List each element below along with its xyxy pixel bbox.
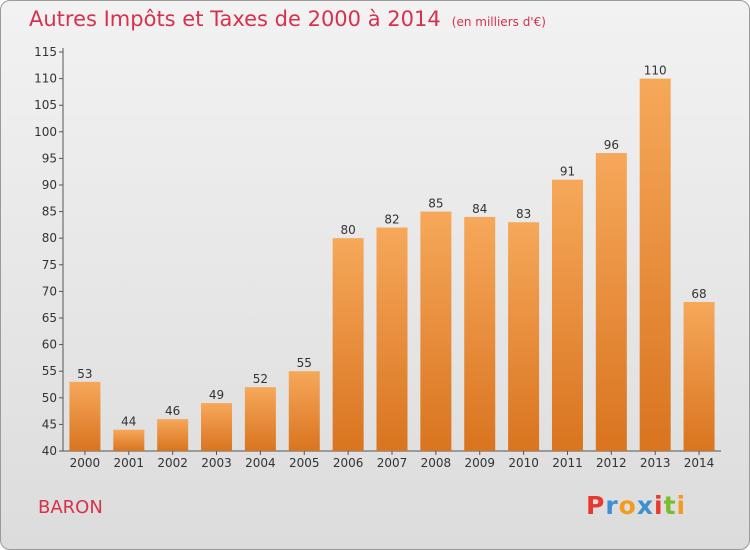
x-tick-label: 2006 (333, 456, 364, 470)
logo-letter: i (676, 491, 687, 520)
value-label-2013: 110 (644, 64, 667, 78)
y-tick-label: 65 (42, 311, 57, 325)
bar-2008 (420, 211, 452, 451)
chart-title: Autres Impôts et Taxes de 2000 à 2014 (e… (29, 7, 546, 31)
x-tick-label: 2011 (552, 456, 583, 470)
value-label-2001: 44 (121, 415, 136, 429)
value-label-2005: 55 (297, 356, 312, 370)
bar-2005 (288, 371, 320, 451)
x-tick-label: 2007 (377, 456, 408, 470)
y-tick-label: 80 (42, 231, 57, 245)
value-label-2007: 82 (384, 213, 399, 227)
x-tick-label: 2014 (684, 456, 715, 470)
axes: 40 45 50 55 60 65 70 75 80 85 90 95 100 105 110 115 (34, 45, 721, 458)
labels: 2000 53 2001 44 2002 46 2003 49 2004 52 2005 55 2006… (70, 64, 715, 470)
bar-2000 (69, 381, 101, 451)
title-main: Autres Impôts et Taxes de 2000 à 2014 (29, 7, 441, 31)
y-tick-label: 60 (42, 338, 57, 352)
bar-2003 (201, 403, 233, 451)
x-tick-label: 2009 (464, 456, 495, 470)
value-label-2006: 80 (340, 223, 355, 237)
value-label-2004: 52 (253, 372, 268, 386)
y-tick-label: 85 (42, 205, 57, 219)
logo-letter: i (654, 491, 664, 520)
y-tick-label: 75 (42, 258, 57, 272)
y-tick-label: 105 (34, 98, 57, 112)
y-tick-label: 70 (42, 284, 57, 298)
value-label-2009: 84 (472, 202, 487, 216)
y-tick-label: 115 (34, 45, 57, 59)
y-tick-label: 95 (42, 151, 57, 165)
bar-2002 (157, 419, 189, 451)
x-tick-label: 2008 (421, 456, 452, 470)
value-label-2011: 91 (560, 165, 575, 179)
value-label-2010: 83 (516, 207, 531, 221)
bar-2010 (508, 222, 540, 451)
bar-2012 (595, 153, 627, 451)
logo-letter: x (636, 491, 654, 520)
y-tick-label: 110 (34, 72, 57, 86)
logo-letter: t (663, 491, 677, 520)
x-tick-label: 2004 (245, 456, 276, 470)
bar-2013 (639, 78, 671, 451)
x-tick-label: 2001 (114, 456, 145, 470)
title-unit: (en milliers d'€) (451, 15, 546, 29)
x-tick-label: 2013 (640, 456, 671, 470)
bar-2007 (376, 227, 408, 451)
value-label-2008: 85 (428, 197, 443, 211)
logo-letter: r (605, 491, 619, 520)
commune-name: BARON (38, 497, 103, 518)
x-tick-label: 2012 (596, 456, 627, 470)
x-tick-label: 2003 (201, 456, 232, 470)
logo-letter: P (586, 491, 606, 520)
bar-2011 (551, 179, 583, 451)
value-label-2003: 49 (209, 388, 224, 402)
bar-2014 (683, 302, 715, 451)
y-tick-label: 100 (34, 125, 57, 139)
y-tick-label: 90 (42, 178, 57, 192)
x-tick-label: 2002 (157, 456, 188, 470)
logo-letter: o (618, 491, 637, 520)
x-tick-label: 2005 (289, 456, 320, 470)
y-tick-label: 50 (42, 391, 57, 405)
bar-2009 (464, 216, 496, 451)
proxiti-logo: Proxiti (586, 491, 686, 520)
y-tick-label: 55 (42, 364, 57, 378)
bar-2004 (244, 387, 276, 451)
value-label-2014: 68 (691, 287, 706, 301)
y-tick-label: 40 (42, 444, 57, 458)
value-label-2000: 53 (77, 367, 92, 381)
value-label-2012: 96 (604, 138, 619, 152)
y-tick-label: 45 (42, 417, 57, 431)
x-tick-label: 2010 (508, 456, 539, 470)
x-tick-label: 2000 (70, 456, 101, 470)
value-label-2002: 46 (165, 404, 180, 418)
bars (69, 78, 715, 451)
bar-2001 (113, 429, 145, 451)
bar-2006 (332, 238, 364, 451)
